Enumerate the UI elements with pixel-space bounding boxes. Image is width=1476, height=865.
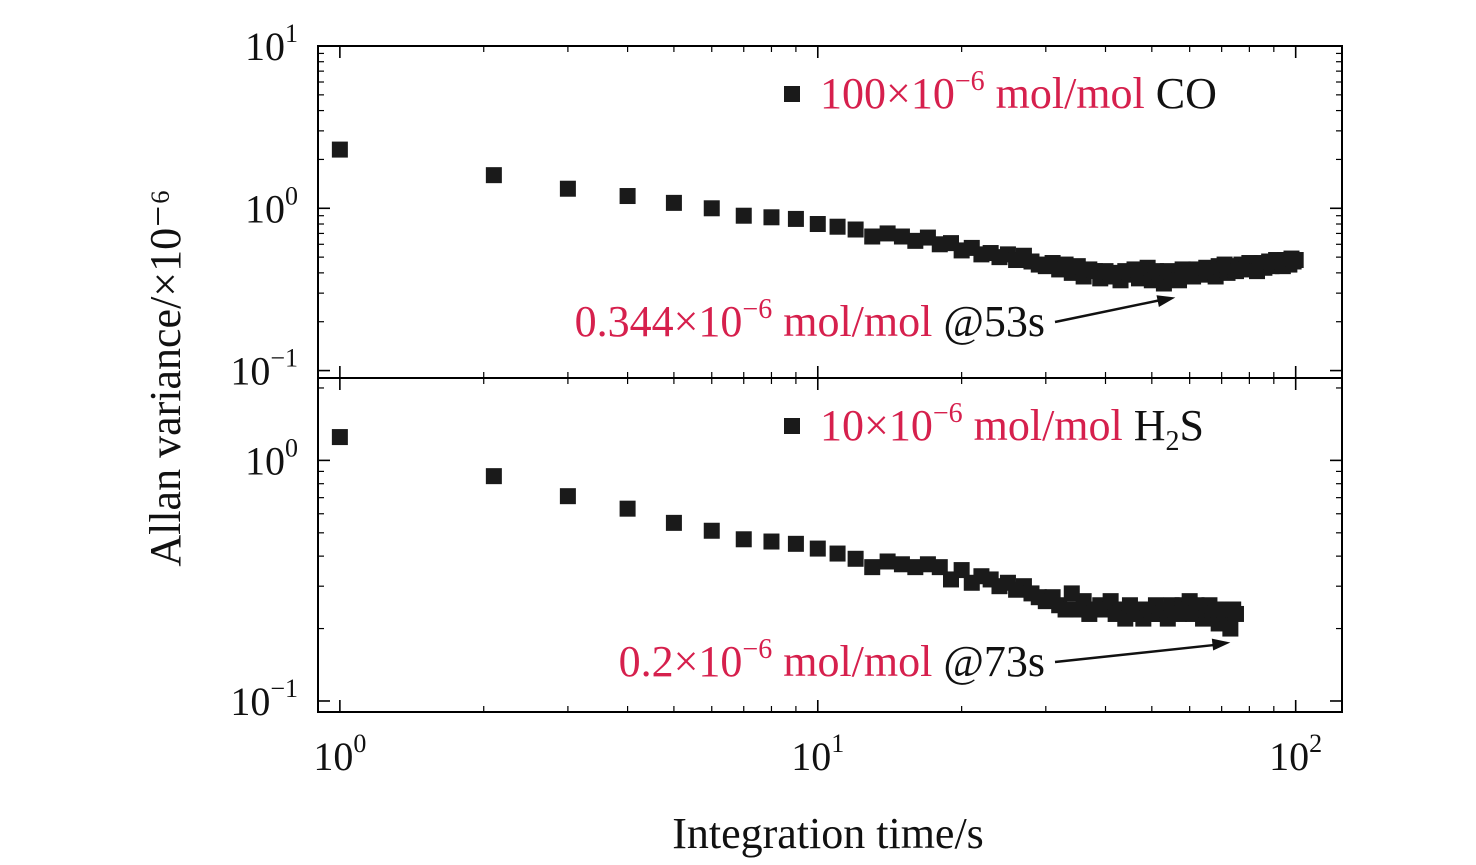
annotation-label: 0.344×10−6 mol/mol @53s <box>575 294 1045 346</box>
data-point <box>559 488 576 505</box>
data-point <box>763 533 780 550</box>
x-tick-label: 100 <box>313 729 366 779</box>
y-tick-label: 10−1 <box>230 344 298 394</box>
data-point <box>847 550 864 567</box>
data-point <box>879 225 896 242</box>
annotation-arrow <box>1054 643 1219 664</box>
data-point <box>703 522 720 539</box>
data-point <box>809 540 826 557</box>
data-point <box>864 559 881 576</box>
y-tick-label: 101 <box>245 19 298 69</box>
data-point <box>665 194 682 211</box>
x-tick-label: 102 <box>1269 729 1322 779</box>
data-point <box>787 210 804 227</box>
data-point <box>735 531 752 548</box>
data-point <box>829 218 846 235</box>
data-point <box>953 562 970 579</box>
data-point <box>907 559 924 576</box>
annotation-arrowhead <box>1211 638 1231 651</box>
data-point <box>1057 601 1074 618</box>
data-point <box>763 209 780 226</box>
data-point <box>1222 620 1239 637</box>
data-point <box>619 500 636 517</box>
annotation-arrowhead <box>1156 295 1176 307</box>
data-point <box>665 514 682 531</box>
y-tick-label: 100 <box>245 181 298 231</box>
data-point <box>931 559 948 576</box>
data-point <box>893 556 910 573</box>
legend-label: 10×10−6 mol/mol H2S <box>820 398 1204 457</box>
data-point <box>619 188 636 205</box>
data-point <box>829 545 846 562</box>
data-point <box>703 200 720 217</box>
x-tick-label: 101 <box>791 729 844 779</box>
data-point <box>485 468 502 485</box>
shared-x-axis: 100 101 102 <box>313 729 1322 779</box>
y-axis-title: Allan variance/×10⁻⁶ <box>141 189 190 566</box>
data-point <box>1287 252 1304 269</box>
data-point <box>809 216 826 233</box>
panel-h2s: 10−1 100 10×10−6 mol/mol H2S 0.2×10−6 mol/m… <box>230 377 1343 724</box>
data-point <box>1227 605 1244 622</box>
data-point <box>879 553 896 570</box>
legend-marker <box>784 418 800 434</box>
plot-frame-h2s <box>317 377 1343 713</box>
legend-label: 100×10−6 mol/mol CO <box>820 66 1217 118</box>
data-point <box>893 228 910 245</box>
data-point <box>331 141 348 158</box>
data-point <box>847 221 864 238</box>
legend-marker <box>784 86 800 102</box>
x-axis-title: Integration time/s <box>672 809 984 858</box>
data-point <box>864 228 881 245</box>
data-point <box>559 180 576 197</box>
annotation-arrow <box>1054 298 1164 324</box>
data-point <box>735 207 752 224</box>
panel-co: 10−1 100 101 100×10−6 mol/mol CO 0.344×10−6 … <box>230 19 1343 394</box>
y-tick-label: 10−1 <box>230 674 298 724</box>
data-point <box>907 232 924 249</box>
data-point <box>331 429 348 446</box>
data-point <box>485 167 502 184</box>
annotation-label: 0.2×10−6 mol/mol @73s <box>619 634 1045 686</box>
y-tick-label: 100 <box>245 433 298 483</box>
data-point <box>787 535 804 552</box>
